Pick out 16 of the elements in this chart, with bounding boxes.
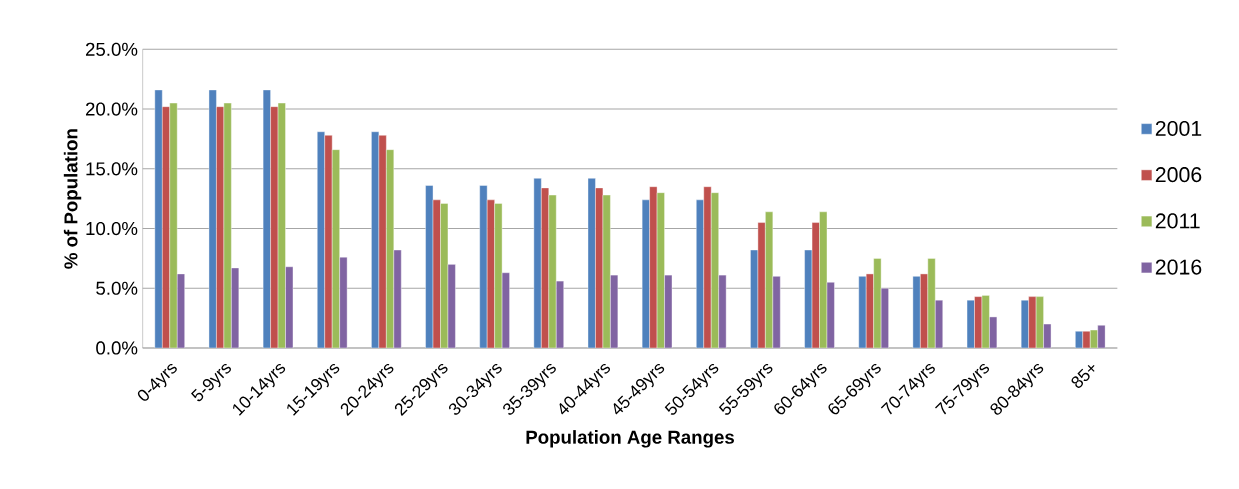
x-tick-label: 85+ xyxy=(1071,364,1095,388)
y-axis-title: % of Population xyxy=(63,129,82,269)
y-tick-label: 0.0% xyxy=(96,341,138,355)
y-tick-label: 25.0% xyxy=(85,42,138,56)
bar xyxy=(927,258,936,348)
y-tick-label: 10.0% xyxy=(86,221,138,236)
legend-label: 2006 xyxy=(1155,167,1202,183)
y-tick-label: 15.0% xyxy=(86,162,138,176)
legend-label: 2001 xyxy=(1155,120,1202,136)
y-tick-label: 5.0% xyxy=(96,281,138,295)
x-axis-title: Population Age Ranges xyxy=(526,430,734,448)
bar xyxy=(169,102,178,348)
bar xyxy=(548,194,557,348)
legend-label: 2011 xyxy=(1155,213,1200,229)
y-tick-label: 20.0% xyxy=(85,102,138,116)
legend-label: 2016 xyxy=(1155,259,1202,275)
